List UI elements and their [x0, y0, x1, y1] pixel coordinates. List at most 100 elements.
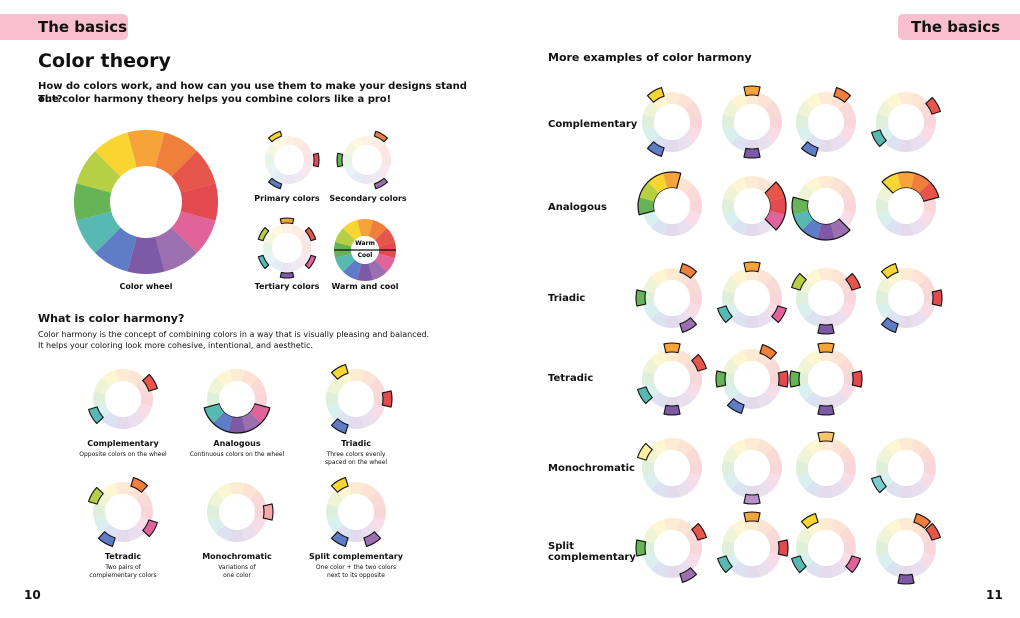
- popped-segment: [304, 226, 317, 242]
- wheel-segment: [292, 170, 306, 184]
- popped-segment: [663, 342, 681, 354]
- wheel-segment: [838, 472, 855, 490]
- wheel-center: [654, 450, 690, 486]
- wheel-segment: [797, 126, 814, 144]
- wheel-segment: [650, 134, 668, 151]
- wheel-segment: [684, 552, 701, 570]
- wheel-segment: [643, 552, 660, 570]
- wheel-segment: [301, 241, 311, 255]
- wheel-segment: [115, 482, 131, 495]
- harmony-example-wheel: [876, 263, 943, 333]
- wheel-segment: [263, 241, 273, 255]
- wheel-segment: [94, 490, 111, 508]
- popped-segment: [817, 323, 835, 335]
- wheel-segment: [127, 411, 145, 428]
- popped-segment: [637, 442, 653, 461]
- wheel-segment: [76, 151, 121, 193]
- harmony-example-wheel: [791, 268, 861, 335]
- wheel-segment: [796, 540, 809, 556]
- popped-segment: [267, 177, 283, 190]
- wheel-segment: [744, 438, 760, 451]
- popped-segment: [925, 522, 941, 541]
- wheel-segment: [327, 490, 344, 508]
- wheel-segment: [642, 114, 655, 130]
- wheel-center: [734, 530, 770, 566]
- wheel-segment: [676, 519, 694, 536]
- wheel-center: [105, 381, 141, 417]
- wheel-segment: [797, 302, 814, 320]
- wheel-segment: [884, 519, 902, 536]
- wheel-segment: [299, 163, 313, 177]
- popped-segment: [817, 342, 835, 354]
- wheel-segment: [843, 290, 856, 306]
- wheel-segment: [94, 403, 111, 421]
- wheel-segment: [910, 269, 928, 286]
- color-wheel-caption: Color wheel: [119, 282, 173, 291]
- harmony-name: Triadic: [341, 439, 371, 448]
- wheel-segment: [676, 134, 694, 151]
- wheel-segment: [374, 253, 395, 272]
- popped-segment: [97, 531, 116, 547]
- wheel-segment: [838, 100, 855, 118]
- popped-segment: [637, 386, 653, 405]
- wheel-segment: [272, 170, 286, 184]
- wheel-segment: [676, 310, 694, 327]
- wheel-segment: [797, 383, 814, 401]
- harmony-example-wheel: [722, 85, 782, 159]
- wheel-segment: [356, 263, 374, 281]
- wheel-segment: [664, 438, 680, 451]
- wheel-segment: [769, 290, 782, 306]
- harmony-example-wheel: [722, 438, 782, 505]
- row-label-split: Split: [548, 541, 574, 552]
- popped-segment: [635, 539, 647, 557]
- wheel-segment: [797, 446, 814, 464]
- harmony-name: Tetradic: [104, 552, 142, 561]
- wheel-segment: [643, 126, 660, 144]
- wheel-segment: [797, 357, 814, 375]
- wheel-segment: [208, 516, 225, 534]
- wheel-segment: [722, 290, 735, 306]
- wheel-segment: [135, 377, 152, 395]
- wheel-segment: [918, 126, 935, 144]
- wheel-segment: [756, 218, 774, 235]
- popped-segment: [336, 152, 344, 168]
- wheel-segment: [764, 357, 781, 375]
- wheel-segment: [643, 472, 660, 490]
- wheel-segment: [360, 411, 378, 428]
- wheel-segment: [360, 370, 378, 387]
- highlight-arc: [637, 171, 682, 216]
- wheel-segment: [689, 460, 702, 476]
- wheel-segment: [923, 198, 936, 214]
- wheel-center: [734, 188, 770, 224]
- wheel-segment: [918, 526, 935, 544]
- popped-segment: [363, 531, 382, 547]
- wheel-center: [888, 104, 924, 140]
- popped-segment: [759, 344, 778, 360]
- wheel-segment: [838, 552, 855, 570]
- wheel-segment: [140, 391, 153, 407]
- popped-segment: [791, 555, 807, 574]
- wheel-segment: [249, 490, 266, 508]
- wheel-segment: [664, 92, 680, 105]
- wheel-segment: [676, 350, 694, 367]
- wheel-center: [888, 450, 924, 486]
- wheel-segment: [884, 560, 902, 577]
- wheel-segment: [797, 276, 814, 294]
- wheel-segment: [377, 143, 391, 157]
- wheel-segment: [348, 529, 364, 542]
- monochromatic-wheel: [207, 482, 274, 542]
- page-title: Color theory: [38, 50, 171, 72]
- wheel-segment: [898, 223, 914, 236]
- wheel-segment: [265, 163, 279, 177]
- wheel-segment: [830, 519, 848, 536]
- wheel-segment: [643, 446, 660, 464]
- wheel-segment: [764, 302, 781, 320]
- wheel-segment: [910, 439, 928, 456]
- wheel-segment: [730, 480, 748, 497]
- wheel-segment: [689, 114, 702, 130]
- wheel-segment: [334, 483, 352, 500]
- wheel-segment: [876, 198, 889, 214]
- wheel-segment: [723, 210, 740, 228]
- section-title: What is color harmony?: [38, 312, 185, 325]
- harmony-example-wheel: [876, 513, 941, 585]
